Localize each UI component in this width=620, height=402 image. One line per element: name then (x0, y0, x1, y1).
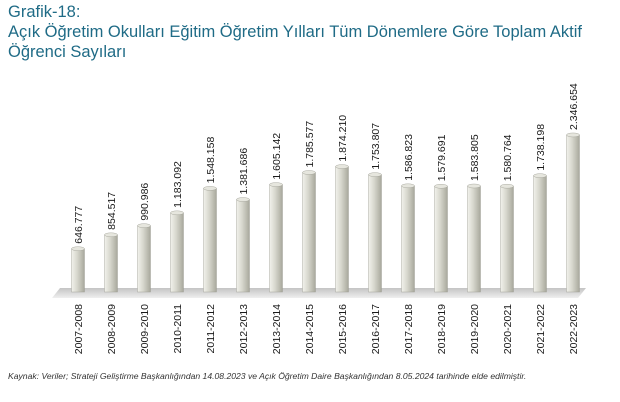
data-label: 1.580.764 (502, 134, 514, 181)
chart-title: Açık Öğretim Okulları Eğitim Öğretim Yıl… (8, 23, 583, 61)
bar (533, 173, 547, 293)
data-label: 990.986 (139, 183, 151, 221)
x-tick-label: 2011-2012 (205, 304, 217, 354)
data-label: 1.874.210 (337, 115, 349, 162)
x-tick-label: 2012-2013 (238, 304, 250, 354)
bar (368, 172, 382, 293)
x-tick-label: 2010-2011 (172, 304, 184, 354)
x-tick-label: 2019-2020 (469, 304, 481, 354)
x-tick-label: 2020-2021 (502, 304, 514, 354)
figure-label: Grafik-18: (8, 3, 81, 21)
bar (236, 197, 250, 293)
x-tick-label: 2017-2018 (403, 304, 415, 354)
data-label: 1.183.092 (172, 161, 184, 208)
x-tick-label: 2016-2017 (370, 304, 382, 354)
bar (500, 184, 514, 293)
bar (434, 184, 448, 293)
data-label: 1.605.142 (271, 133, 283, 180)
value-labels: 646.777 854.517 990.986 1.183.092 1.548.158 1… (73, 83, 580, 244)
data-label: 854.517 (106, 192, 118, 230)
data-label: 1.586.823 (403, 134, 415, 181)
bar (203, 186, 217, 293)
x-tick-label: 2014-2015 (304, 304, 316, 354)
bar (170, 210, 184, 293)
x-tick-label: 2021-2022 (535, 304, 547, 354)
data-label: 1.579.691 (436, 134, 448, 181)
chart-heading: Grafik-18: Açık Öğretim Okulları Eğitim … (8, 2, 612, 62)
data-label: 1.583.805 (469, 134, 481, 181)
bar (302, 170, 316, 293)
bar (566, 132, 580, 293)
data-label: 646.777 (73, 206, 85, 244)
bar (137, 223, 151, 293)
bar-chart: 646.777 854.517 990.986 1.183.092 1.548.158 1… (52, 83, 586, 354)
x-tick-label: 2015-2016 (337, 304, 349, 354)
bar (104, 232, 118, 293)
bar (401, 183, 415, 293)
x-tick-label: 2013-2014 (271, 304, 283, 354)
x-tick-labels: 2007-2008 2008-2009 2009-2010 2010-2011 2011… (73, 304, 580, 354)
bar (269, 182, 283, 293)
x-tick-label: 2007-2008 (73, 304, 85, 354)
x-tick-label: 2022-2023 (568, 304, 580, 354)
data-label: 1.738.198 (535, 124, 547, 171)
data-label: 1.753.807 (370, 123, 382, 170)
data-label: 1.785.577 (304, 121, 316, 168)
data-label: 1.381.686 (238, 148, 250, 195)
x-tick-label: 2018-2019 (436, 304, 448, 354)
source-note: Kaynak: Veriler; Strateji Geliştirme Baş… (8, 371, 527, 381)
bar-series (71, 132, 580, 293)
bar (335, 164, 349, 293)
x-tick-label: 2009-2010 (139, 304, 151, 354)
x-tick-label: 2008-2009 (106, 304, 118, 354)
data-label: 1.548.158 (205, 137, 217, 184)
bar (467, 183, 481, 293)
chart-floor (52, 288, 586, 298)
bar (71, 246, 85, 293)
data-label: 2.346.654 (568, 83, 580, 130)
